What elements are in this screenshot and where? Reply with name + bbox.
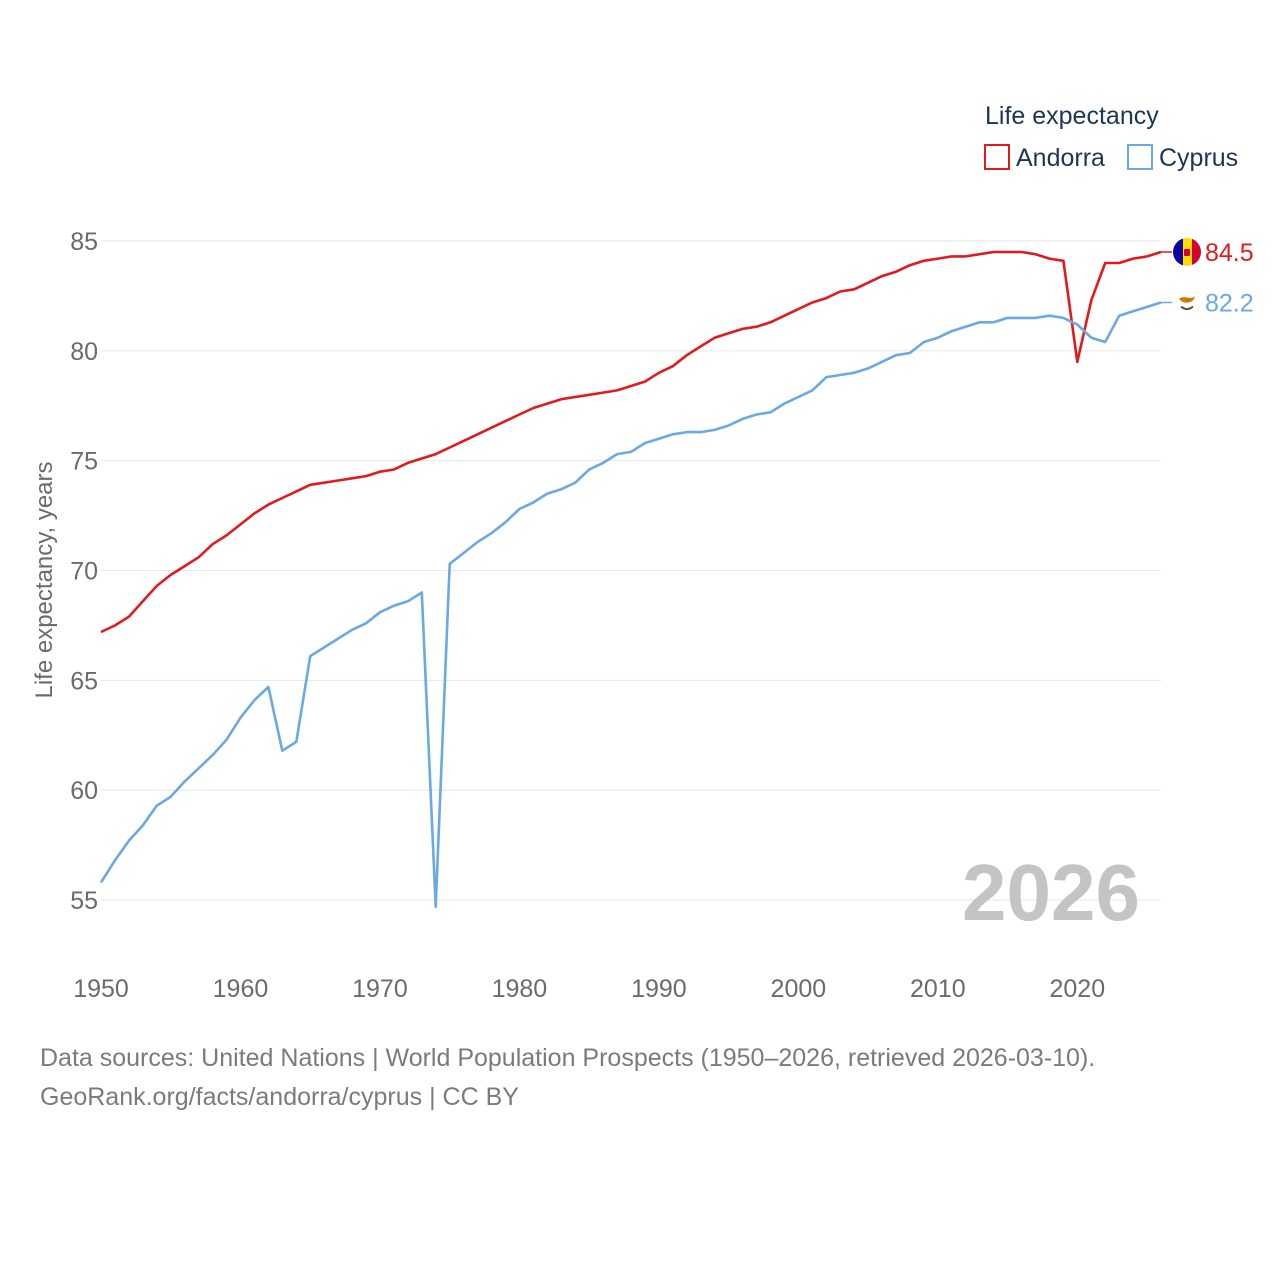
year-watermark: 2026 (962, 848, 1140, 937)
legend: Life expectancy Andorra Cyprus (984, 102, 1238, 172)
legend-swatch-andorra (984, 144, 1010, 170)
y-tick-label: 75 (70, 448, 98, 476)
legend-title: Life expectancy (985, 102, 1159, 130)
end-labels: 84.5 82.2 (1161, 237, 1254, 318)
legend-label-cyprus: Cyprus (1159, 144, 1238, 172)
y-tick-label: 85 (70, 228, 98, 256)
andorra-end-value: 84.5 (1205, 239, 1254, 267)
x-tick-label: 2020 (1050, 975, 1106, 1003)
cyprus-flag-icon (1173, 288, 1201, 317)
x-tick-label: 2000 (771, 975, 827, 1003)
life-expectancy-chart: 55 60 65 70 75 80 85 1950 1960 1970 1980 1990 2000 20… (31, 102, 1254, 1003)
axes: 55 60 65 70 75 80 85 1950 1960 1970 1980 1990 2000 20… (70, 228, 1105, 1003)
x-tick-label: 2010 (910, 975, 966, 1003)
y-tick-label: 55 (70, 887, 98, 915)
legend-item-cyprus[interactable]: Cyprus (1127, 144, 1238, 172)
legend-item-andorra[interactable]: Andorra (984, 144, 1105, 172)
y-tick-label: 70 (70, 558, 98, 586)
x-tick-label: 1980 (492, 975, 548, 1003)
x-tick-label: 1990 (631, 975, 687, 1003)
andorra-flag-icon (1173, 237, 1201, 266)
series-lines (99, 250, 1162, 909)
x-tick-label: 1960 (213, 975, 269, 1003)
y-axis-label: Life expectancy, years (31, 461, 58, 698)
credit-text: GeoRank.org/facts/andorra/cyprus | CC BY (40, 1083, 519, 1111)
cyprus-line (99, 301, 1162, 909)
y-tick-label: 80 (70, 338, 98, 366)
legend-label-andorra: Andorra (1016, 144, 1105, 172)
legend-swatch-cyprus (1127, 144, 1153, 170)
cyprus-end-value: 82.2 (1205, 290, 1254, 318)
x-tick-label: 1950 (73, 975, 129, 1003)
data-source-text: Data sources: United Nations | World Pop… (40, 1044, 1096, 1072)
y-tick-label: 65 (70, 667, 98, 695)
grid-lines (101, 240, 1161, 901)
x-tick-label: 1970 (352, 975, 408, 1003)
y-tick-label: 60 (70, 777, 98, 805)
andorra-line (100, 250, 1162, 634)
